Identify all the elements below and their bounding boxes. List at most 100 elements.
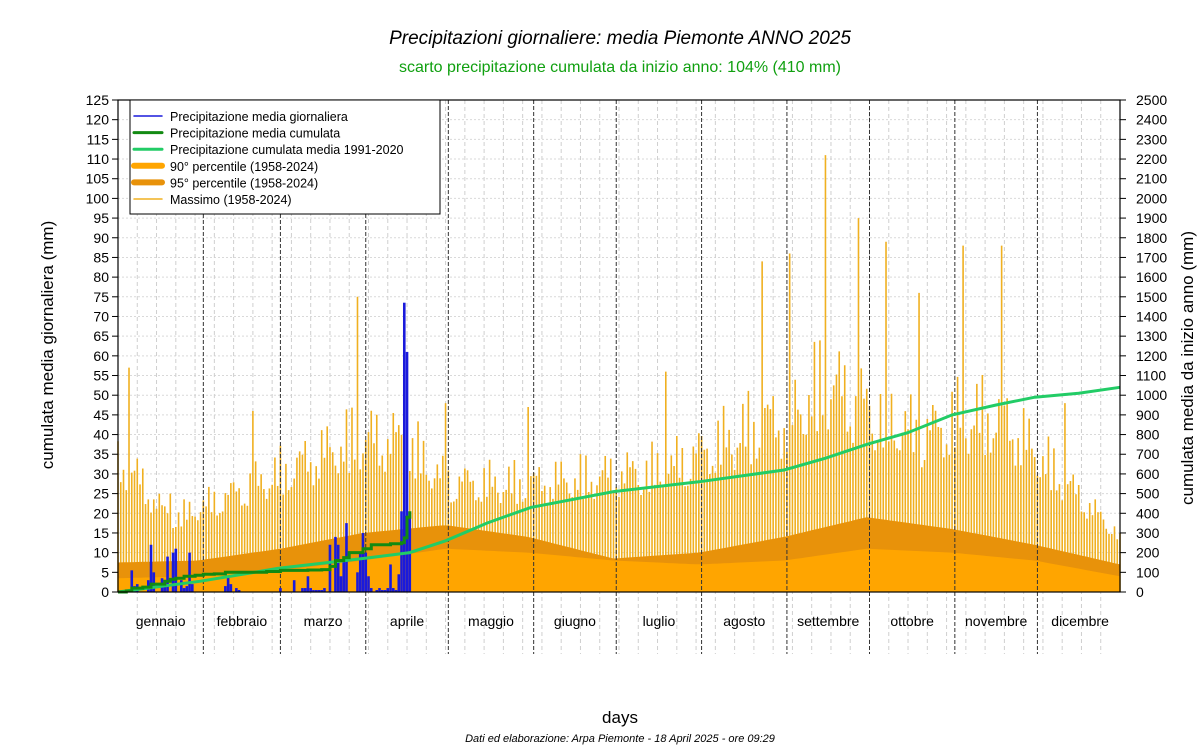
y-right-tick-label: 1800: [1136, 230, 1167, 246]
daily-bar: [320, 590, 324, 592]
y-left-tick-label: 45: [93, 407, 109, 423]
y-right-tick-label: 1100: [1136, 368, 1166, 384]
y-right-tick-label: 500: [1136, 486, 1160, 502]
daily-bar: [149, 544, 153, 592]
y-left-tick-label: 40: [93, 427, 109, 443]
y-right-tick-label: 900: [1136, 407, 1160, 423]
legend: Precipitazione media giornaliera Precipit…: [129, 99, 441, 215]
daily-bar: [317, 590, 321, 592]
chart-title: Precipitazioni giornaliere: media Piemon…: [389, 28, 851, 49]
y-left-tick-label: 25: [93, 486, 109, 502]
month-label: maggio: [468, 613, 514, 629]
y-left-tick-label: 60: [93, 348, 109, 364]
daily-bar: [306, 576, 310, 592]
y-left-tick-label: 75: [93, 289, 109, 305]
y-left-tick-label: 5: [101, 564, 109, 580]
legend-label: Precipitazione media cumulata: [170, 127, 340, 141]
y-right-tick-label: 600: [1136, 466, 1160, 482]
daily-bar: [174, 548, 178, 592]
legend-label: Precipitazione media giornaliera: [170, 110, 348, 124]
y-left-tick-label: 70: [93, 308, 109, 324]
daily-bar: [182, 588, 186, 592]
y-right-tick-label: 2300: [1136, 131, 1167, 147]
y-right-tick-label: 100: [1136, 564, 1160, 580]
y-left-tick-label: 95: [93, 210, 109, 226]
month-label: marzo: [304, 613, 343, 629]
month-label: agosto: [723, 613, 765, 629]
daily-bar: [309, 588, 312, 592]
month-label: ottobre: [890, 613, 934, 629]
legend-label: Precipitazione cumulata media 1991-2020: [170, 143, 404, 157]
daily-bar: [356, 572, 359, 592]
daily-bar: [389, 564, 392, 592]
legend-label: Massimo (1958-2024): [170, 193, 292, 207]
month-label: luglio: [643, 613, 676, 629]
daily-bar: [152, 572, 156, 592]
y-left-tick-label: 30: [93, 466, 109, 482]
daily-bar: [336, 544, 340, 592]
y-left-tick-label: 90: [93, 230, 109, 246]
y-right-tick-label: 700: [1136, 446, 1160, 462]
chart-footer: Dati ed elaborazione: Arpa Piemonte - 18…: [465, 733, 775, 745]
y-right-tick-label: 300: [1136, 525, 1160, 541]
y-right-tick-label: 1500: [1136, 289, 1167, 305]
series-climatology-cumulative: [117, 385, 1121, 594]
daily-bar: [342, 560, 346, 592]
y-right-tick-label: 1300: [1136, 328, 1167, 344]
daily-bar: [180, 580, 183, 592]
y-left-tick-label: 120: [86, 112, 110, 128]
daily-bar: [171, 552, 175, 592]
y-right-tick-label: 2200: [1136, 151, 1167, 167]
daily-bar: [323, 588, 326, 592]
daily-bar: [237, 590, 241, 592]
y-left-tick-label: 100: [86, 190, 110, 206]
daily-bar: [301, 588, 304, 592]
y-right-tick-label: 1900: [1136, 210, 1167, 226]
daily-bar: [402, 302, 406, 592]
y-left-tick-label: 35: [93, 446, 109, 462]
y-right-tick-label: 1400: [1136, 308, 1167, 324]
month-label: aprile: [390, 613, 424, 629]
y-right-tick-label: 400: [1136, 505, 1160, 521]
chart-subtitle: scarto precipitazione cumulata da inizio…: [398, 59, 841, 76]
daily-bar: [397, 574, 401, 592]
y-left-tick-label: 50: [93, 387, 109, 403]
y-right-tick-label: 1000: [1136, 387, 1167, 403]
daily-bar: [369, 588, 373, 592]
month-label: febbraio: [217, 613, 268, 629]
daily-bar: [358, 552, 362, 592]
daily-bar: [364, 552, 368, 592]
y-left-tick-label: 85: [93, 249, 109, 265]
y-right-tick-label: 0: [1136, 584, 1144, 600]
daily-bar: [292, 580, 296, 592]
daily-bar: [339, 576, 343, 592]
y-left-tick-label: 20: [93, 505, 109, 521]
legend-box: [129, 99, 441, 215]
daily-bar: [226, 576, 230, 592]
y-right-tick-label: 200: [1136, 545, 1160, 561]
daily-bar: [166, 556, 169, 592]
y-axis-left-label: cumulata media giornaliera (mm): [38, 220, 57, 470]
daily-bar: [367, 576, 370, 592]
daily-bar: [380, 590, 384, 592]
y-right-tick-label: 2500: [1136, 92, 1167, 108]
y-right-tick-label: 2000: [1136, 190, 1167, 206]
y-left-tick-label: 65: [93, 328, 109, 344]
daily-bar: [191, 584, 194, 592]
y-right-tick-label: 1200: [1136, 348, 1167, 364]
daily-bar: [130, 570, 134, 592]
month-label: dicembre: [1051, 613, 1109, 629]
daily-bar: [224, 586, 227, 592]
y-left-tick-label: 80: [93, 269, 109, 285]
legend-label: 95° percentile (1958-2024): [170, 176, 318, 190]
daily-bar: [400, 511, 403, 592]
series-cumulative-2025: [118, 511, 412, 594]
y-right-tick-label: 1600: [1136, 269, 1167, 285]
y-right-tick-label: 2400: [1136, 112, 1167, 128]
month-label: settembre: [797, 613, 859, 629]
month-label: novembre: [965, 613, 1027, 629]
y-left-tick-label: 125: [86, 92, 110, 108]
daily-bar: [163, 584, 167, 592]
daily-bar: [314, 590, 318, 592]
y-left-tick-label: 105: [86, 171, 110, 187]
